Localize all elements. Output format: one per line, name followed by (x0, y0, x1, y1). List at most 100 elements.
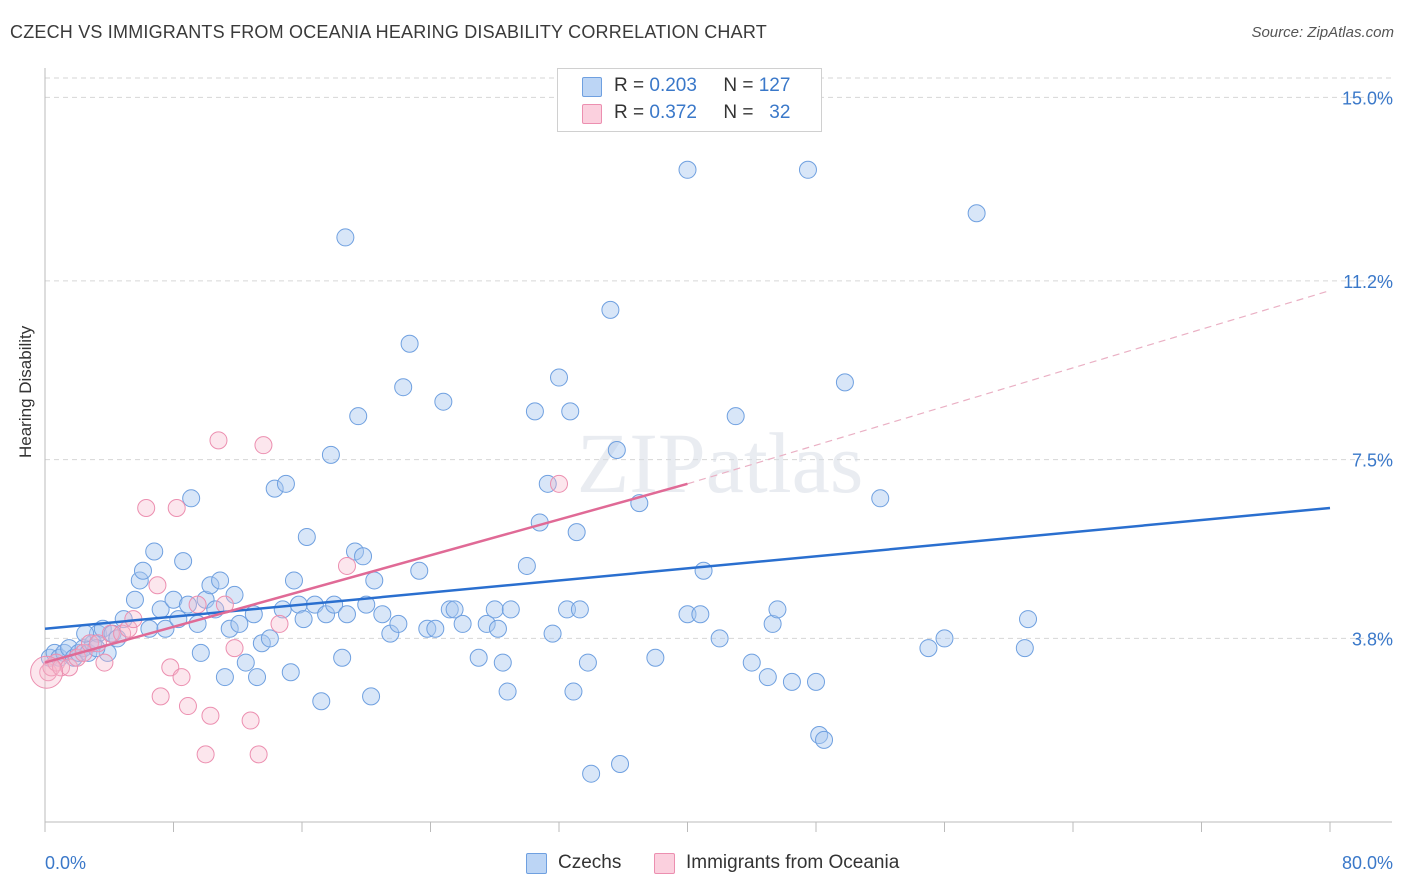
czech-point (517, 556, 536, 575)
czech-point (164, 590, 183, 609)
czech-point (333, 648, 352, 667)
oceania-point (550, 474, 568, 493)
czech-point (130, 571, 149, 590)
czech-point (871, 489, 890, 508)
czech-point (362, 687, 381, 706)
czech-point (582, 764, 601, 783)
y-tick-label: 7.5% (1352, 451, 1393, 471)
czech-point (182, 489, 201, 508)
czech-point (601, 300, 620, 319)
oceania-point (188, 595, 207, 614)
oceania-point (30, 655, 64, 689)
czech-point (434, 392, 453, 411)
czech-point (564, 682, 583, 701)
legend-n-label: N = (723, 75, 754, 96)
czech-point (248, 668, 267, 687)
czech-point (294, 610, 313, 629)
czech-point (967, 204, 986, 223)
legend-swatch-czechs (582, 77, 602, 97)
czech-point (114, 610, 133, 629)
czech-point (501, 600, 520, 619)
y-axis-label: Hearing Disability (16, 325, 35, 458)
oceania-point (254, 436, 273, 455)
czech-point (469, 648, 488, 667)
trend-layer (44, 289, 1331, 664)
oceania-point (209, 431, 228, 450)
oceania-point (249, 745, 268, 764)
czech-point (570, 600, 589, 619)
czech-point (337, 605, 356, 624)
czech-point (145, 542, 164, 561)
czech-point (178, 595, 197, 614)
czech-point (646, 648, 665, 667)
grid-layer (45, 77, 1395, 639)
czech-point (742, 653, 761, 672)
oceania-point (148, 576, 167, 595)
czech-point (488, 619, 507, 638)
czech-point (558, 600, 577, 619)
czech-point (807, 672, 825, 691)
oceania-point (196, 745, 215, 764)
czech-point (550, 368, 568, 387)
czech-point (426, 619, 445, 638)
czech-point (525, 402, 544, 421)
oceania-point (241, 711, 260, 730)
czech-point (174, 552, 193, 571)
czech-point (260, 629, 279, 648)
czech-point (125, 590, 144, 609)
czech-point (394, 378, 413, 397)
x-tick-label: 80.0% (1342, 853, 1393, 873)
czech-point (211, 571, 230, 590)
czech-point (1019, 610, 1038, 629)
legend-r-value: 0.203 (649, 75, 697, 96)
czech-point (498, 682, 517, 701)
czech-point (373, 605, 392, 624)
czech-point (354, 547, 373, 566)
oceania-point (172, 668, 191, 687)
czech-point (410, 561, 429, 580)
czech-point (691, 605, 710, 624)
czech-point (935, 629, 954, 648)
oceania-point (151, 687, 170, 706)
oceania-point (95, 653, 114, 672)
oceania-trendline-extension (687, 289, 1331, 485)
oceania-trendline (44, 482, 688, 664)
czech-point (445, 600, 464, 619)
czech-point (297, 527, 316, 546)
czech-point (365, 571, 384, 590)
czech-point (919, 639, 938, 658)
oceania-point (225, 639, 244, 658)
czech-point (357, 595, 376, 614)
points-layer (30, 160, 1038, 783)
czech-point (349, 407, 368, 426)
czech-point (835, 373, 854, 392)
czech-point (389, 614, 408, 633)
oceania-point (178, 697, 197, 716)
y-tick-label: 15.0% (1342, 88, 1393, 108)
czech-point (1015, 639, 1034, 658)
legend-r-label: R = (614, 102, 645, 123)
y-tick-label: 11.2% (1343, 272, 1393, 292)
czech-point (758, 668, 777, 687)
czech-point (678, 160, 697, 179)
czech-point (611, 755, 630, 774)
czech-point (336, 228, 355, 247)
czech-point (477, 614, 496, 633)
czech-point (782, 672, 801, 691)
czech-point (543, 624, 562, 643)
chart-title: CZECH VS IMMIGRANTS FROM OCEANIA HEARING… (10, 22, 767, 42)
czech-point (321, 445, 340, 464)
oceania-point (167, 498, 186, 517)
chart-source: Source: ZipAtlas.com (1251, 24, 1394, 41)
czech-point (798, 160, 817, 179)
czech-point (133, 561, 152, 580)
bottom-legend-label-czechs: Czechs (558, 852, 622, 873)
bottom-legend-swatch-czechs (526, 853, 547, 874)
x-tick-label: 0.0% (45, 853, 86, 873)
czech-point (815, 730, 834, 749)
legend-n-label: N = (723, 102, 754, 123)
oceania-point (270, 614, 289, 633)
bottom-legend-swatch-oceania (654, 853, 675, 874)
czech-point (567, 523, 586, 542)
